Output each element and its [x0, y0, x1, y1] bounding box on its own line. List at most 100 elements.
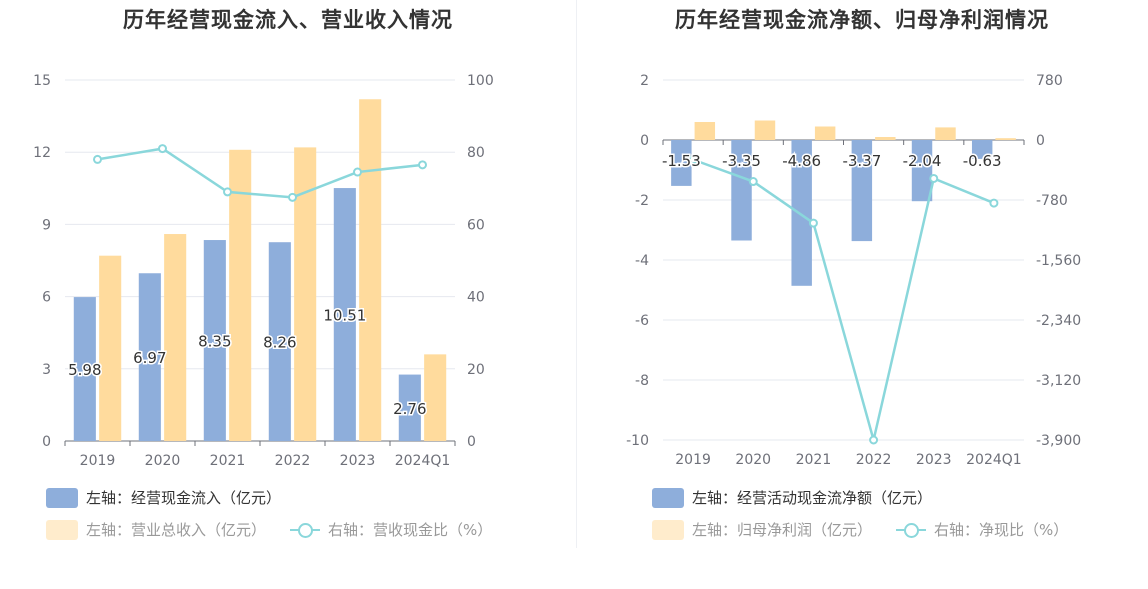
- legend-item-cash-inflow[interactable]: 左轴：经营现金流入（亿元）: [46, 487, 281, 508]
- legend-item-net-cash-ratio[interactable]: 右轴：净现比（%）: [886, 519, 1068, 540]
- line-point-营收现金比: [353, 167, 362, 177]
- bar-营业总收入: [294, 147, 317, 442]
- x-axis-category-label: 2023: [916, 452, 952, 468]
- right-axis-tick-label: 20: [467, 362, 485, 378]
- legend-label-cash-ratio: 右轴：营收现金比（%）: [328, 521, 493, 539]
- left-axis-tick-label: 2: [640, 73, 649, 89]
- bar-营业总收入: [359, 99, 382, 442]
- line-point-营收现金比: [158, 144, 167, 154]
- x-axis-category-label: 2020: [735, 452, 771, 468]
- x-axis-category-label: 2021: [796, 452, 832, 468]
- bar-营业总收入: [229, 149, 252, 441]
- bar-营业总收入: [424, 354, 447, 441]
- bar-归母净利润: [935, 127, 956, 140]
- bar-经营活动现金流净额: [911, 140, 933, 202]
- line-point-净现比: [929, 173, 939, 183]
- right-legend-row-2: 左轴：归母净利润（亿元） 右轴：净现比（%）: [652, 519, 1068, 540]
- bar-经营活动现金流净额: [791, 140, 812, 286]
- line-point-净现比: [748, 177, 758, 187]
- bar-经营活动现金流净额: [851, 140, 873, 242]
- left-axis-tick-label: 6: [42, 290, 51, 306]
- panel-divider: [576, 0, 577, 548]
- data-label-经营活动现金流净额: -1.53: [662, 152, 701, 170]
- legend-label-net-cash-flow: 左轴：经营活动现金流净额（亿元）: [692, 489, 933, 507]
- bar-经营现金流入: [268, 242, 291, 441]
- left-axis-tick-label: 0: [42, 434, 51, 450]
- bar-归母净利润: [995, 138, 1016, 140]
- data-label-经营活动现金流净额: -2.04: [903, 152, 942, 170]
- legend-item-revenue[interactable]: 左轴：营业总收入（亿元）: [46, 519, 266, 540]
- bar-经营现金流入: [398, 374, 421, 441]
- data-label-经营活动现金流净额: -3.37: [842, 152, 881, 170]
- legend-swatch-orange: [46, 519, 78, 540]
- line-point-营收现金比: [288, 192, 297, 202]
- bar-归母净利润: [694, 122, 716, 140]
- x-axis-category-label: 2020: [145, 453, 181, 469]
- bar-归母净利润: [754, 120, 776, 140]
- right-axis-tick-label: -780: [1036, 193, 1068, 209]
- right-axis-tick-label: 80: [467, 145, 485, 161]
- left-axis-tick-label: 0: [640, 133, 649, 149]
- legend-swatch-blue: [46, 487, 78, 508]
- data-label-经营现金流入: 5.98: [68, 361, 101, 379]
- right-axis-tick-label: -1,560: [1036, 253, 1081, 269]
- line-point-净现比: [808, 218, 818, 228]
- bar-归母净利润: [814, 126, 836, 140]
- left-axis-tick-label: -10: [626, 433, 649, 449]
- x-axis-category-label: 2021: [210, 453, 246, 469]
- legend-item-net-cash-flow[interactable]: 左轴：经营活动现金流净额（亿元）: [652, 487, 932, 508]
- data-label-经营活动现金流净额: -3.35: [722, 152, 761, 170]
- x-axis-category-label: 2023: [340, 453, 376, 469]
- right-chart-plot: -10 -8 -6 -4 -2 0 2 -3,900 -3,120 -2,340 -1,560 -78…: [626, 73, 1081, 468]
- right-axis-tick-label: 40: [467, 290, 485, 306]
- x-axis-category-label: 2019: [80, 453, 116, 469]
- legend-label-net-cash-ratio: 右轴：净现比（%）: [934, 521, 1069, 539]
- bar-经营现金流入: [138, 273, 161, 441]
- right-axis-tick-label: 780: [1036, 73, 1063, 89]
- legend-item-cash-ratio[interactable]: 右轴：营收现金比（%）: [280, 519, 492, 540]
- legend-label-net-profit: 左轴：归母净利润（亿元）: [692, 521, 873, 539]
- bar-营业总收入: [99, 255, 122, 441]
- left-chart-panel: 历年经营现金流入、营业收入情况 0 3 6 9 12 15 0 20 40 60 80 100 2019…: [0, 0, 576, 560]
- line-point-营收现金比: [418, 160, 427, 170]
- left-axis-tick-label: -8: [635, 373, 649, 389]
- data-label-经营现金流入: 10.51: [323, 307, 366, 325]
- right-legend-row-1: 左轴：经营活动现金流净额（亿元）: [652, 487, 932, 508]
- right-axis-tick-label: 100: [467, 73, 494, 89]
- left-legend-row-1: 左轴：经营现金流入（亿元）: [46, 487, 281, 508]
- legend-item-net-profit[interactable]: 左轴：归母净利润（亿元）: [652, 519, 872, 540]
- right-axis-tick-label: -2,340: [1036, 313, 1081, 329]
- line-point-净现比: [869, 435, 879, 445]
- legend-label-revenue: 左轴：营业总收入（亿元）: [86, 521, 267, 539]
- data-label-经营现金流入: 6.97: [133, 349, 166, 367]
- right-axis-tick-label: 60: [467, 217, 485, 233]
- x-axis-category-label: 2019: [675, 452, 711, 468]
- x-axis-category-label: 2024Q1: [395, 453, 451, 469]
- left-axis-tick-label: 9: [42, 217, 51, 233]
- line-point-净现比: [989, 198, 999, 208]
- legend-swatch-orange: [652, 519, 684, 540]
- bar-经营现金流入: [73, 297, 96, 441]
- bar-归母净利润: [875, 137, 896, 140]
- data-label-经营现金流入: 2.76: [393, 400, 426, 418]
- bar-经营活动现金流净额: [671, 140, 692, 186]
- left-axis-tick-label: 3: [42, 362, 51, 378]
- line-point-净现比: [688, 155, 698, 165]
- line-营收现金比: [97, 147, 423, 199]
- line-point-营收现金比: [93, 154, 102, 164]
- x-axis-category-label: 2022: [856, 452, 892, 468]
- right-chart-title: 历年经营现金流净额、归母净利润情况: [675, 8, 1049, 32]
- x-axis-category-label: 2022: [275, 453, 311, 469]
- bar-营业总收入: [164, 234, 187, 441]
- legend-line-marker-icon: [896, 520, 927, 540]
- data-label-经营活动现金流净额: -4.86: [782, 152, 821, 170]
- bar-经营现金流入: [203, 240, 226, 441]
- data-label-经营活动现金流净额: -0.63: [963, 152, 1002, 170]
- left-axis-tick-label: -6: [635, 313, 649, 329]
- left-legend-row-2: 左轴：营业总收入（亿元） 右轴：营收现金比（%）: [46, 519, 492, 540]
- right-axis-tick-label: -3,900: [1036, 433, 1081, 449]
- bar-经营现金流入: [333, 188, 356, 441]
- x-axis-category-label: 2024Q1: [966, 452, 1022, 468]
- right-chart-panel: 历年经营现金流净额、归母净利润情况 -10 -8 -6 -4 -2 0 2 -3,900 -3,…: [576, 0, 1148, 560]
- bar-经营活动现金流净额: [731, 140, 752, 241]
